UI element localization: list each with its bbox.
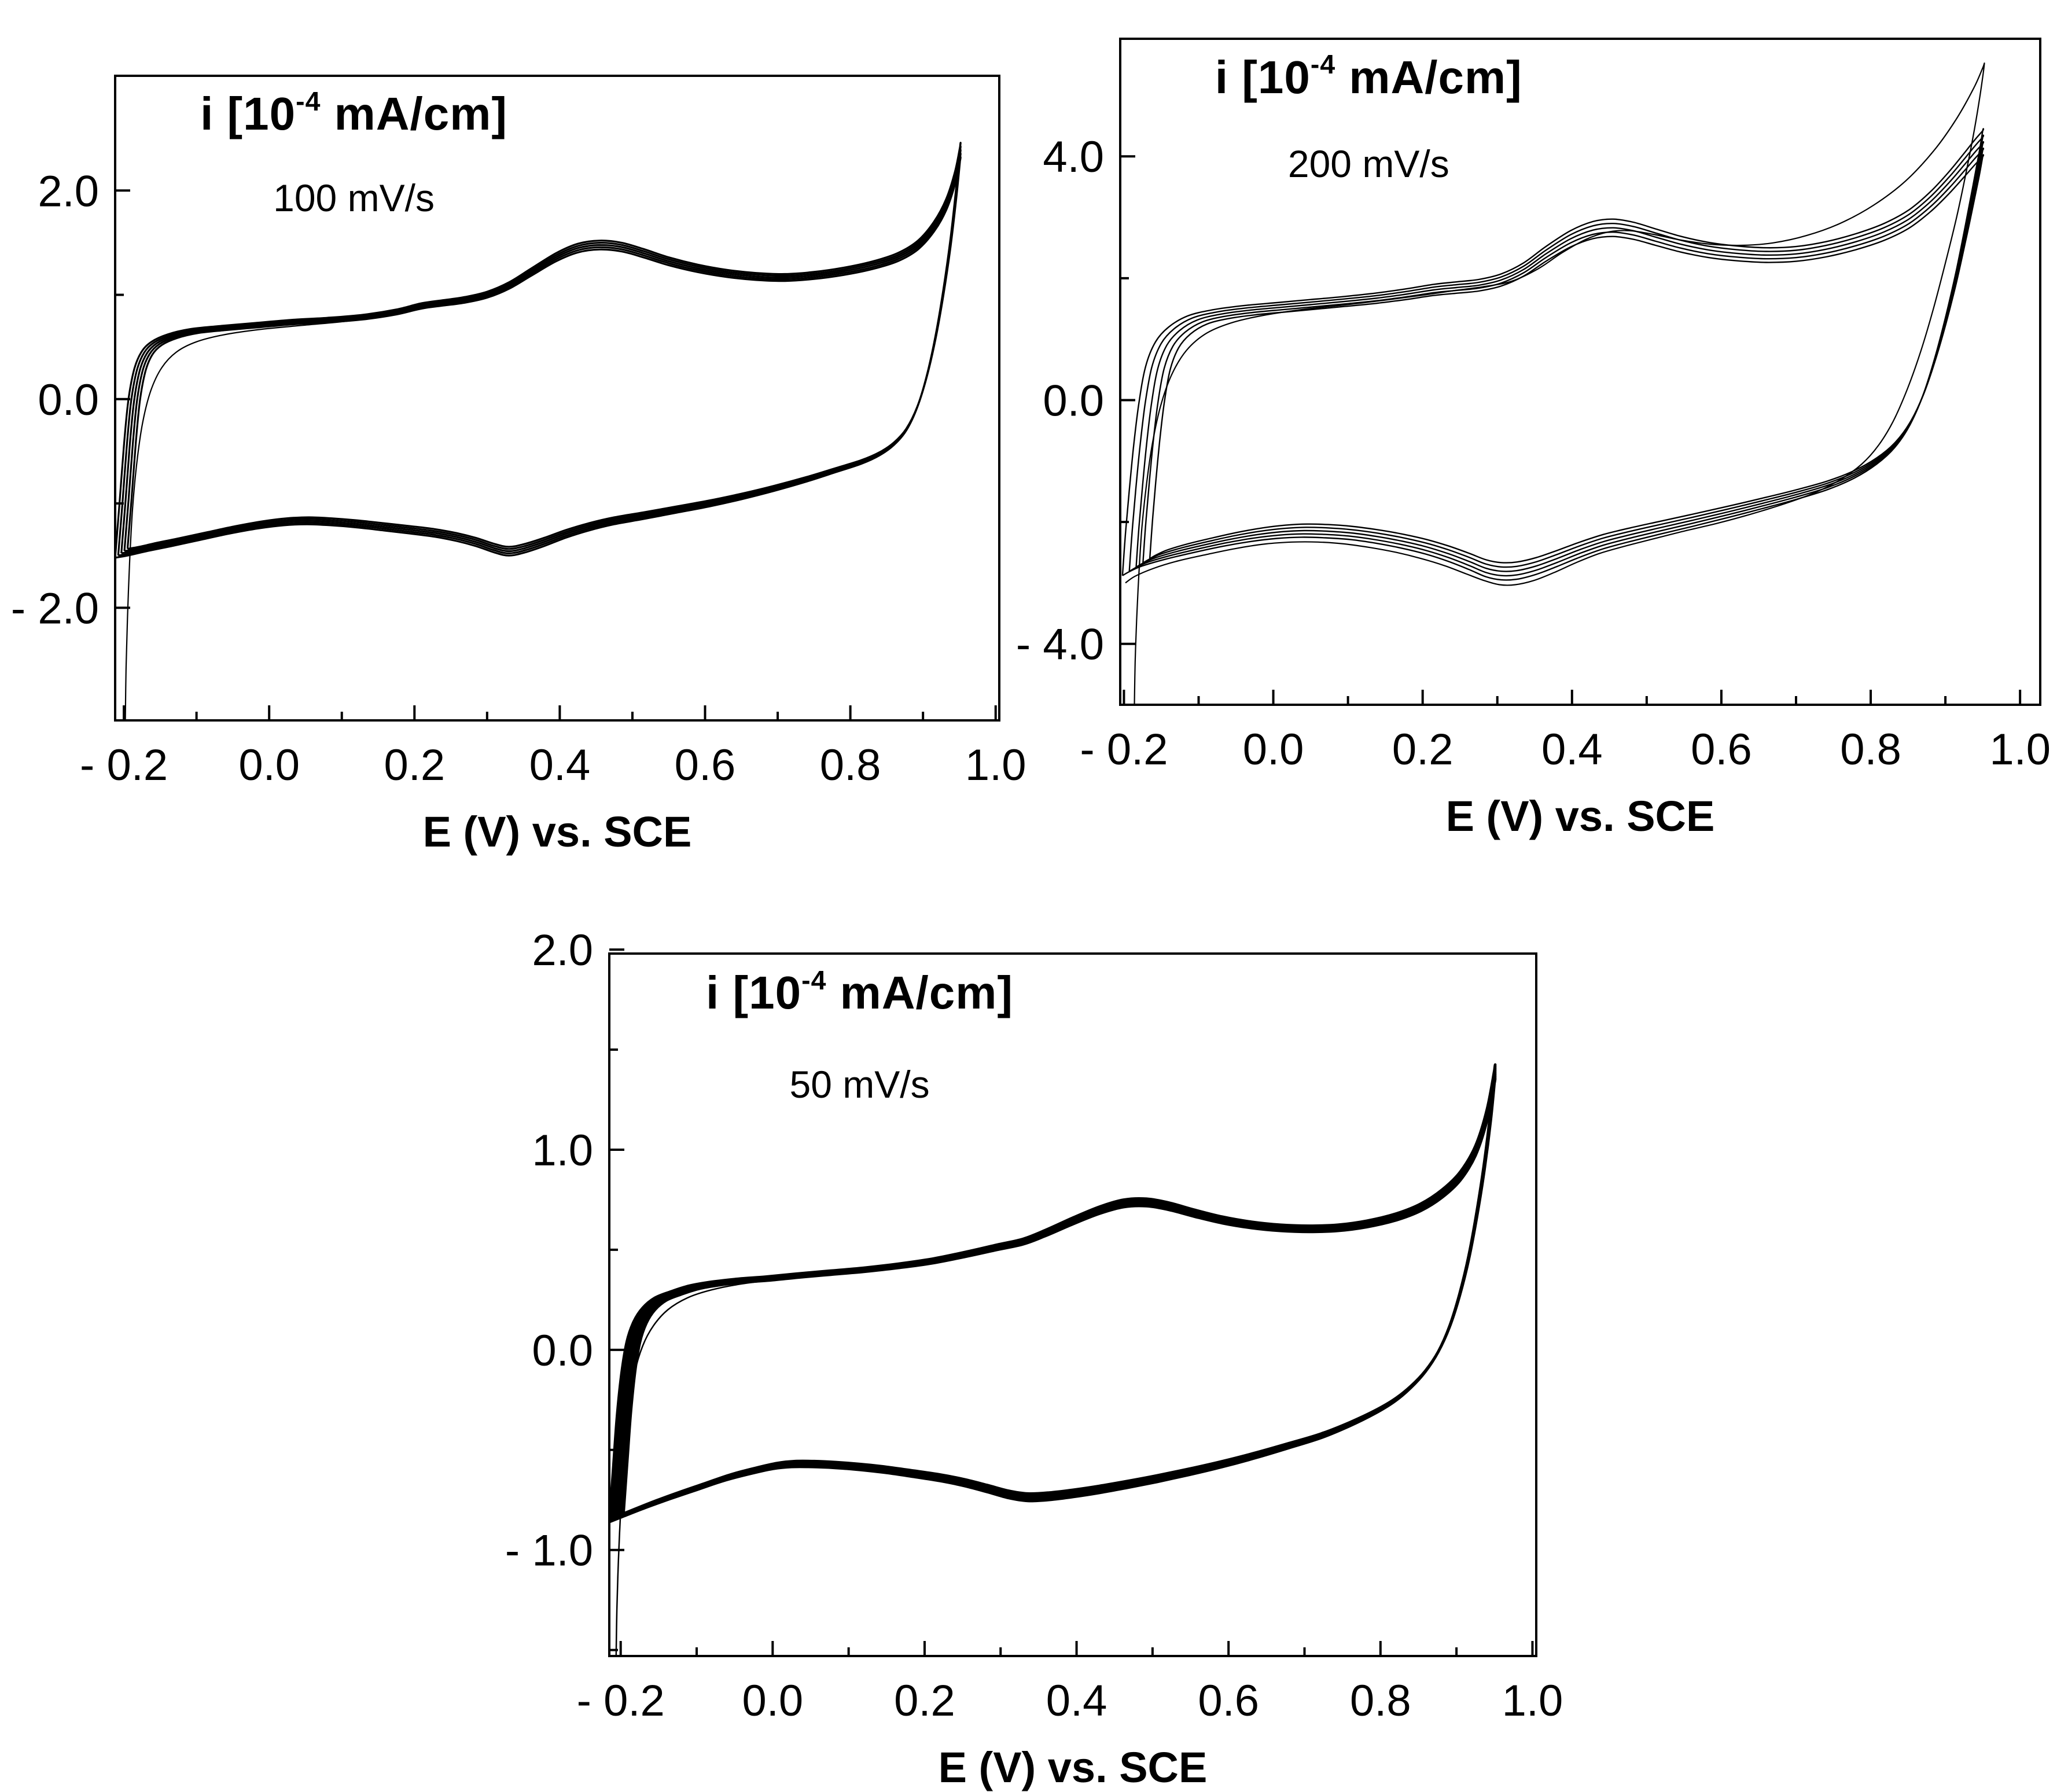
- plot-canvas: - 0.2 0.0 0.2 0.4 0.6 0.8 1.0 4.0 0.0 - 4.0: [1016, 38, 2051, 774]
- cv-cycle-trace: [616, 1071, 1497, 1519]
- cv-cycle-trace: [115, 142, 962, 559]
- plot-title-prefix: i [10: [706, 966, 802, 1018]
- x-tick-label: 0.8: [1350, 1676, 1411, 1725]
- plot-title-prefix: i [10: [200, 88, 296, 140]
- x-tick-label: 0.6: [1198, 1676, 1259, 1725]
- x-tick-label: 0.0: [1243, 725, 1304, 774]
- axis-box: [1119, 38, 2041, 706]
- y-tick-label: 2.0: [532, 926, 593, 975]
- x-tick-label: 0.0: [742, 1676, 803, 1725]
- plot-title-suffix: mA/cm]: [826, 966, 1014, 1018]
- cv-first-cycle-trace: [615, 1271, 853, 1656]
- cv-cycle-trace: [1142, 148, 1985, 568]
- x-tick-label: 0.6: [675, 741, 736, 790]
- plot-canvas: - 0.2 0.0 0.2 0.4 0.6 0.8 1.0 2.0 0.0 - 2.0: [11, 75, 1026, 790]
- x-tick-label: - 0.2: [80, 741, 168, 790]
- cv-cycle-trace: [123, 152, 962, 552]
- plot-title: i [10-4 mA/cm]: [200, 86, 508, 141]
- x-tick-label: 0.6: [1691, 725, 1752, 774]
- y-tick-label: - 1.0: [505, 1526, 593, 1576]
- y-tick-label: 4.0: [1043, 133, 1104, 182]
- x-tick-label: 1.0: [965, 741, 1026, 790]
- cv-cycle-trace: [126, 156, 962, 550]
- cv-curves: [1121, 62, 1985, 705]
- cv-plot-100mvs: i [10-4 mA/cm] 100 mV/s - 0.2 0.0 0.2 0.4 0.…: [0, 0, 1088, 868]
- cv-cycle-trace: [609, 1063, 1497, 1524]
- x-tick-label: 0.0: [238, 741, 300, 790]
- x-tick-label: 1.0: [1989, 725, 2051, 774]
- plot-title: i [10-4 mA/cm]: [1215, 49, 1522, 104]
- cv-first-cycle-trace: [124, 307, 429, 720]
- plot-title-prefix: i [10: [1215, 51, 1311, 103]
- cv-plot-50mvs: i [10-4 mA/cm] 50 mV/s - 0.2 0.0 0.2 0.4 0.6…: [492, 919, 1620, 1791]
- y-tick-label: - 4.0: [1016, 620, 1104, 669]
- y-tick-label: 0.0: [1043, 376, 1104, 425]
- cv-cycle-trace: [618, 1073, 1497, 1518]
- axis-box: [114, 75, 1000, 722]
- y-tick-label: 2.0: [38, 167, 99, 216]
- x-tick-label: - 0.2: [577, 1676, 665, 1725]
- axis-ticks: [1120, 155, 2022, 705]
- cv-cycle-trace: [120, 149, 962, 554]
- cv-cycle-trace: [1135, 141, 1985, 572]
- x-axis-label: E (V) vs. SCE: [1445, 792, 1715, 840]
- y-tick-label: 1.0: [532, 1126, 593, 1175]
- x-tick-label: 0.8: [820, 741, 881, 790]
- x-tick-label: 0.2: [1392, 725, 1454, 774]
- scan-rate-label: 200 mV/s: [1287, 142, 1449, 186]
- scan-rate-label: 50 mV/s: [789, 1063, 930, 1106]
- y-tick-label: 0.0: [532, 1326, 593, 1375]
- y-tick-label: - 2.0: [11, 584, 99, 633]
- x-axis-label: E (V) vs. SCE: [422, 808, 692, 856]
- cv-cycle-trace: [614, 1069, 1497, 1520]
- cv-cycle-trace: [1121, 128, 1985, 581]
- cv-cycle-trace: [622, 1077, 1497, 1515]
- plot-title-exponent: -4: [296, 86, 321, 116]
- axis-tick-labels: - 0.2 0.0 0.2 0.4 0.6 0.8 1.0 4.0 0.0 - 4.0: [1016, 133, 2051, 774]
- cv-curves: [609, 1063, 1497, 1656]
- cv-cycle-trace: [1149, 154, 1985, 564]
- axis-tick-labels: - 0.2 0.0 0.2 0.4 0.6 0.8 1.0 2.0 0.0 - 2.0: [11, 167, 1026, 790]
- plot-title-suffix: mA/cm]: [321, 88, 508, 140]
- x-tick-label: 0.8: [1840, 725, 1901, 774]
- axis-tick-labels: - 0.2 0.0 0.2 0.4 0.6 0.8 1.0 2.0 1.0 0.0 - 1.0: [505, 926, 1563, 1725]
- axis-ticks: [609, 948, 1534, 1656]
- x-tick-label: - 0.2: [1080, 725, 1168, 774]
- cv-cycle-trace: [620, 1075, 1497, 1516]
- cv-cycle-trace: [610, 1065, 1497, 1522]
- scan-rate-label: 100 mV/s: [273, 176, 435, 219]
- plot-title-suffix: mA/cm]: [1335, 51, 1522, 103]
- y-tick-label: 0.0: [38, 376, 99, 425]
- x-tick-label: 1.0: [1502, 1676, 1563, 1725]
- x-tick-label: 0.4: [529, 741, 591, 790]
- plot-title-exponent: -4: [1310, 49, 1336, 80]
- x-tick-label: 0.4: [1046, 1676, 1107, 1725]
- cv-plot-200mvs: i [10-4 mA/cm] 200 mV/s - 0.2 0.0 0.2 0.4 0.…: [980, 0, 2068, 868]
- plot-canvas: - 0.2 0.0 0.2 0.4 0.6 0.8 1.0 2.0 1.0 0.0 - 1.0: [505, 926, 1563, 1725]
- plot-title: i [10-4 mA/cm]: [706, 965, 1014, 1020]
- cv-cycle-trace: [612, 1067, 1497, 1521]
- cv-cycle-trace: [1128, 134, 1985, 577]
- cv-curves: [115, 142, 962, 720]
- x-tick-label: 0.2: [384, 741, 445, 790]
- x-tick-label: 0.4: [1541, 725, 1603, 774]
- x-axis-label: E (V) vs. SCE: [938, 1743, 1208, 1791]
- cv-first-cycle-trace: [1125, 62, 1985, 705]
- cv-cycle-trace: [117, 145, 962, 557]
- x-tick-label: 0.2: [894, 1676, 955, 1725]
- plot-title-exponent: -4: [801, 965, 827, 995]
- axis-box: [608, 952, 1537, 1657]
